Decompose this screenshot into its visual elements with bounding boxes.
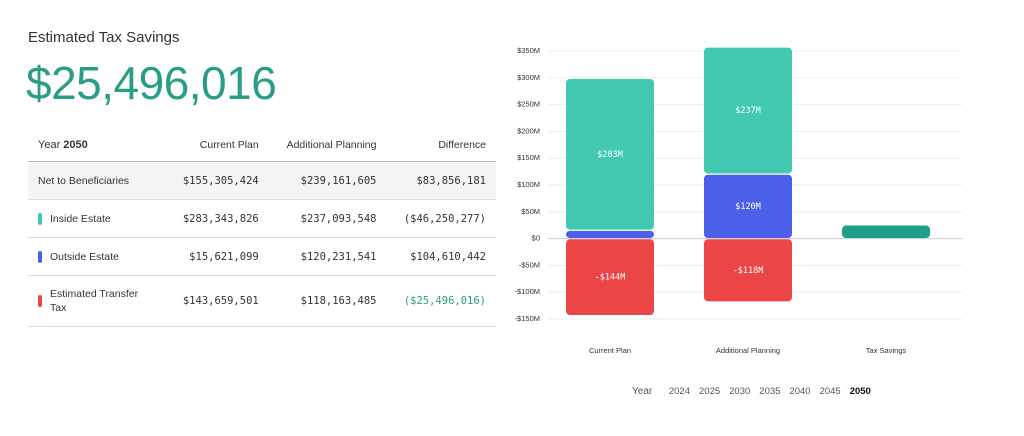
- y-tick-label: -$100M: [515, 287, 540, 296]
- year-header: Year 2050: [28, 128, 166, 162]
- cell: $143,659,501: [166, 275, 269, 327]
- row-label-cell: Inside Estate: [28, 199, 166, 238]
- row: Inside Estate $283,343,826 $237,093,548 …: [28, 199, 496, 238]
- year: 2050: [63, 138, 88, 151]
- row-label: Inside Estate: [50, 212, 111, 225]
- y-tick-label: $350M: [517, 46, 540, 55]
- cell: $15,621,099: [166, 237, 269, 276]
- data-label: -$118M: [733, 266, 764, 276]
- x-tick-label: Additional Planning: [716, 346, 780, 355]
- cell: ($25,496,016): [386, 275, 496, 327]
- cell: $283,343,826: [166, 199, 269, 238]
- year-selector-label: Year: [632, 386, 653, 397]
- data-label: $120M: [735, 202, 761, 212]
- row-label-cell: Estimated Transfer Tax: [28, 275, 166, 327]
- cell: $104,610,442: [386, 237, 496, 276]
- summary-table: Year 2050 Current Plan Additional Planni…: [28, 128, 496, 327]
- cell: $155,305,424: [166, 161, 269, 200]
- bar-segment: [704, 174, 792, 238]
- color-chip: [38, 295, 42, 307]
- row-label: Estimated Transfer Tax: [50, 288, 139, 314]
- year-option[interactable]: 2035: [759, 386, 781, 397]
- color-chip: [38, 250, 42, 263]
- y-tick-label: -$50M: [519, 260, 540, 269]
- cell: $118,163,485: [268, 275, 387, 327]
- savings-amount: $25,496,016: [26, 57, 277, 109]
- row: Estimated Transfer Tax $143,659,501 $118…: [28, 275, 496, 327]
- row: Net to Beneficiaries $155,305,424 $239,1…: [28, 161, 496, 200]
- bar-segment: [566, 78, 654, 230]
- y-tick-label: $0: [532, 234, 540, 243]
- year-selector: Year 2024 2025 2030 2035 2040 2045 2050: [632, 386, 880, 397]
- cell: $83,856,181: [386, 161, 496, 200]
- cell: $120,231,541: [268, 237, 387, 276]
- title: Estimated Tax Savings: [28, 29, 180, 46]
- year-option[interactable]: 2050: [849, 386, 871, 397]
- cell: $239,161,605: [268, 161, 387, 200]
- year-option[interactable]: 2040: [789, 386, 811, 397]
- data-label: $283M: [597, 150, 623, 160]
- y-tick-label: -$150M: [515, 314, 540, 323]
- header-row: Year 2050 Current Plan Additional Planni…: [28, 128, 496, 162]
- y-tick-label: $100M: [517, 180, 540, 189]
- y-tick-label: $200M: [517, 126, 540, 135]
- y-tick-label: $50M: [521, 207, 540, 216]
- cell: ($46,250,277): [386, 199, 496, 238]
- y-tick-label: $250M: [517, 100, 540, 109]
- bar-segment: [704, 47, 792, 174]
- col-header: Current Plan: [166, 128, 269, 162]
- year-option[interactable]: 2025: [699, 386, 721, 397]
- data-label: $237M: [735, 106, 761, 116]
- y-tick-label: $300M: [517, 73, 540, 82]
- y-tick-label: $150M: [517, 153, 540, 162]
- row-label: Net to Beneficiaries: [28, 161, 166, 200]
- col-header: Difference: [386, 128, 496, 162]
- row-label-cell: Outside Estate: [28, 237, 166, 276]
- year-option[interactable]: 2024: [668, 386, 690, 397]
- row: Outside Estate $15,621,099 $120,231,541 …: [28, 237, 496, 276]
- year-option[interactable]: 2030: [729, 386, 751, 397]
- bar-segment: [566, 230, 654, 238]
- row-label: Outside Estate: [50, 250, 119, 263]
- col-header: Additional Planning: [268, 128, 387, 162]
- cell: $237,093,548: [268, 199, 387, 238]
- x-tick-label: Current Plan: [589, 346, 631, 355]
- x-tick-label: Tax Savings: [866, 346, 907, 355]
- bar-segment: [566, 239, 654, 316]
- bar-segment: [842, 225, 930, 238]
- data-label: -$144M: [595, 273, 626, 283]
- year-label: Year: [38, 138, 61, 151]
- color-chip: [38, 212, 42, 225]
- bar-segment: [704, 239, 792, 302]
- year-option[interactable]: 2045: [819, 386, 841, 397]
